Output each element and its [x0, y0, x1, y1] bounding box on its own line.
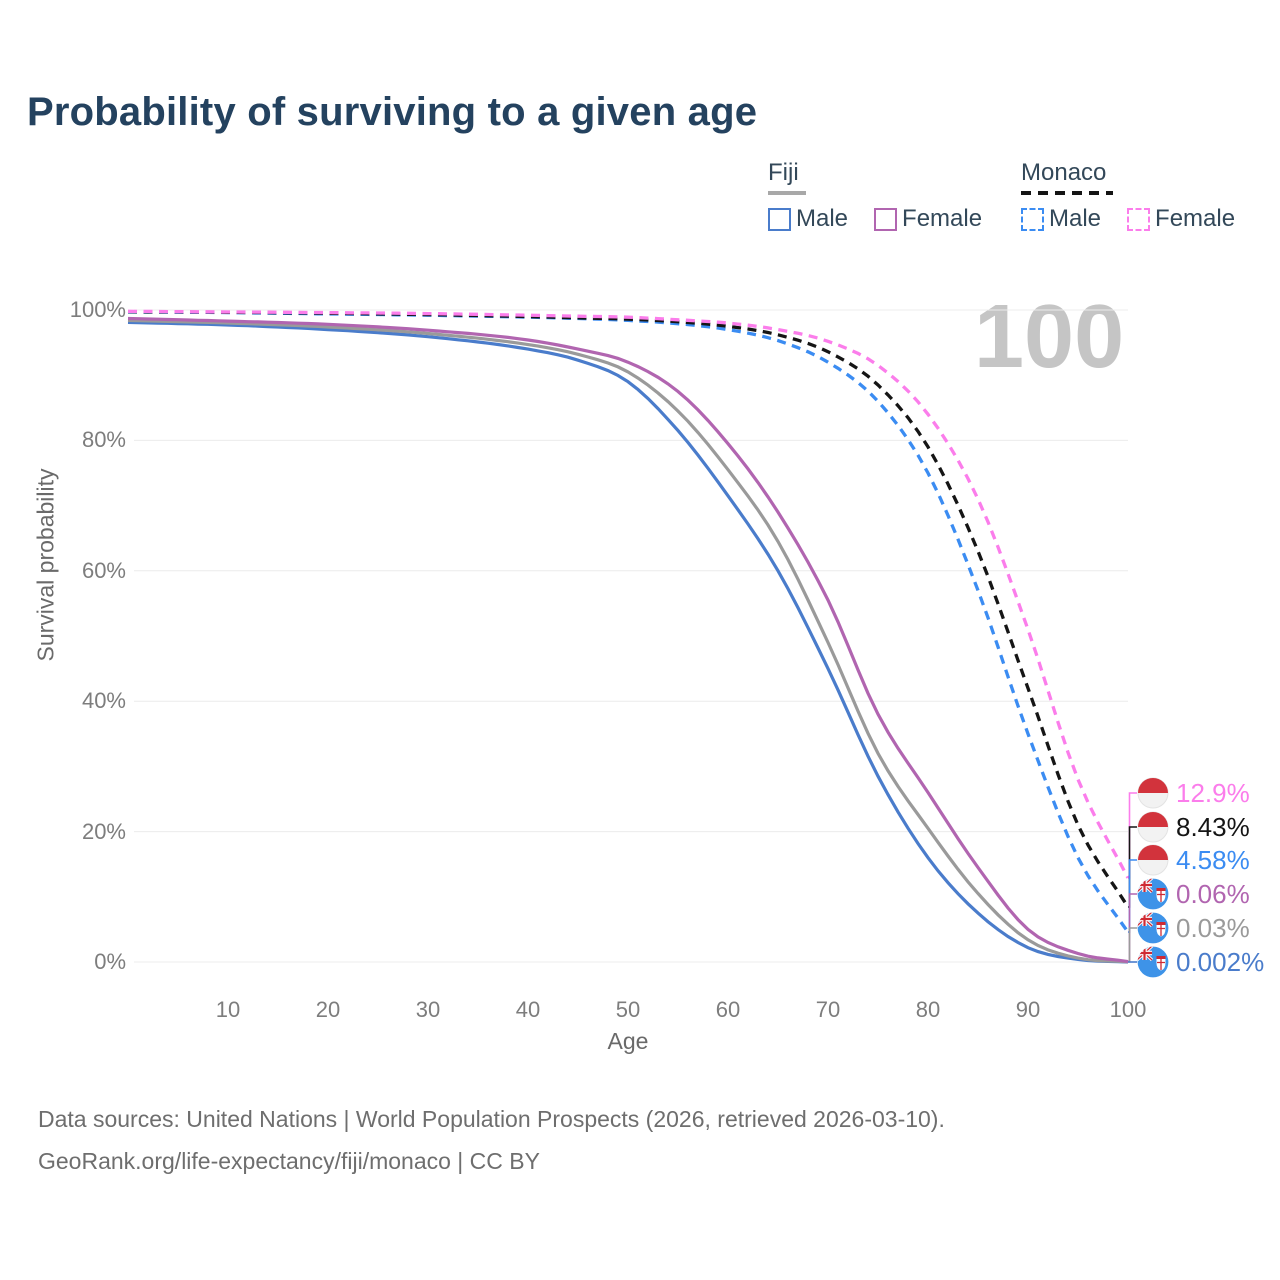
series-line-fiji-both: [127, 318, 1129, 964]
legend-group-monaco-label: Monaco: [1021, 159, 1107, 186]
end-label-value: 12.9%: [1176, 777, 1250, 808]
legend-group-monaco: Monaco Male Female: [1021, 159, 1235, 233]
end-label-fiji-003: 0.03%: [1137, 912, 1250, 944]
x-tick-label: 70: [815, 997, 841, 1022]
x-tick-label: 100: [1109, 997, 1147, 1022]
y-tick-label: 80%: [81, 427, 126, 453]
monaco-flag-icon: [1137, 811, 1169, 843]
series-line-fiji-male: [127, 320, 1129, 964]
x-tick-label: 60: [715, 997, 741, 1022]
legend-fiji-items: Male Female: [768, 205, 982, 233]
series-line-monaco-male: [128, 310, 1130, 934]
x-axis-title: Age: [607, 1028, 649, 1054]
legend-swatch-icon: [768, 207, 791, 231]
end-label-monaco-129: 12.9%: [1137, 777, 1250, 809]
legend-fiji-line-swatch: [768, 191, 806, 195]
leader-line: [1128, 927, 1137, 963]
hover-age-watermark: 100: [974, 287, 1125, 387]
fiji-flag-icon: [1137, 912, 1169, 944]
x-tick-label: 10: [215, 997, 241, 1022]
legend-swatch-icon: [874, 207, 898, 231]
series-line-fiji-female: [127, 316, 1129, 964]
fiji-flag-icon: [1137, 946, 1169, 978]
legend-item-fiji-male[interactable]: Male: [768, 205, 848, 233]
end-label-value: 8.43%: [1176, 811, 1250, 842]
legend-item-label: Female: [1155, 205, 1236, 232]
legend-monaco-items: Male Female: [1021, 205, 1235, 233]
legend-swatch-icon: [1021, 207, 1044, 231]
y-tick-label: 100%: [69, 297, 126, 322]
y-tick-label: 60%: [81, 557, 126, 583]
fiji-flag-icon: [1137, 878, 1169, 910]
legend-item-fiji-female[interactable]: Female: [874, 205, 982, 233]
end-label-value: 0.002%: [1176, 946, 1265, 977]
legend-item-label: Male: [1049, 205, 1102, 232]
end-label-monaco-458: 4.58%: [1137, 844, 1250, 876]
monaco-flag-icon: [1137, 844, 1169, 876]
page-title: Probability of surviving to a given age: [27, 90, 758, 134]
legend-item-label: Male: [796, 205, 849, 232]
end-label-value: 0.03%: [1176, 912, 1250, 943]
y-tick-label: 0%: [94, 949, 126, 974]
legend-item-monaco-female[interactable]: Female: [1127, 205, 1235, 233]
legend-item-monaco-male[interactable]: Male: [1021, 205, 1101, 233]
x-tick-label: 50: [615, 997, 641, 1022]
series-line-monaco-both: [127, 309, 1130, 908]
x-tick-label: 90: [1015, 997, 1041, 1022]
end-label-value: 4.58%: [1176, 844, 1250, 875]
legend-item-label: Female: [902, 205, 983, 232]
x-tick-label: 30: [415, 997, 441, 1022]
legend-group-fiji: Fiji Male Female: [768, 159, 982, 233]
x-tick-label: 20: [315, 997, 341, 1022]
y-tick-label: 40%: [81, 688, 126, 714]
x-tick-label: 40: [515, 997, 541, 1022]
series-line-monaco-female: [127, 309, 1130, 879]
end-label-fiji-006: 0.06%: [1137, 878, 1250, 910]
end-label-fiji-0002: 0.002%: [1137, 946, 1264, 978]
legend-group-fiji-label: Fiji: [768, 159, 799, 186]
x-tick-label: 80: [915, 997, 941, 1022]
monaco-flag-icon: [1137, 777, 1169, 809]
end-label-value: 0.06%: [1176, 878, 1250, 909]
footer-attribution: GeoRank.org/life-expectancy/fiji/monaco …: [38, 1148, 540, 1174]
end-label-monaco-843: 8.43%: [1137, 811, 1250, 843]
y-tick-label: 20%: [81, 818, 126, 844]
footer-data-sources: Data sources: United Nations | World Pop…: [38, 1106, 945, 1132]
legend-swatch-icon: [1127, 207, 1151, 231]
legend-monaco-line-swatch: [1021, 191, 1113, 195]
